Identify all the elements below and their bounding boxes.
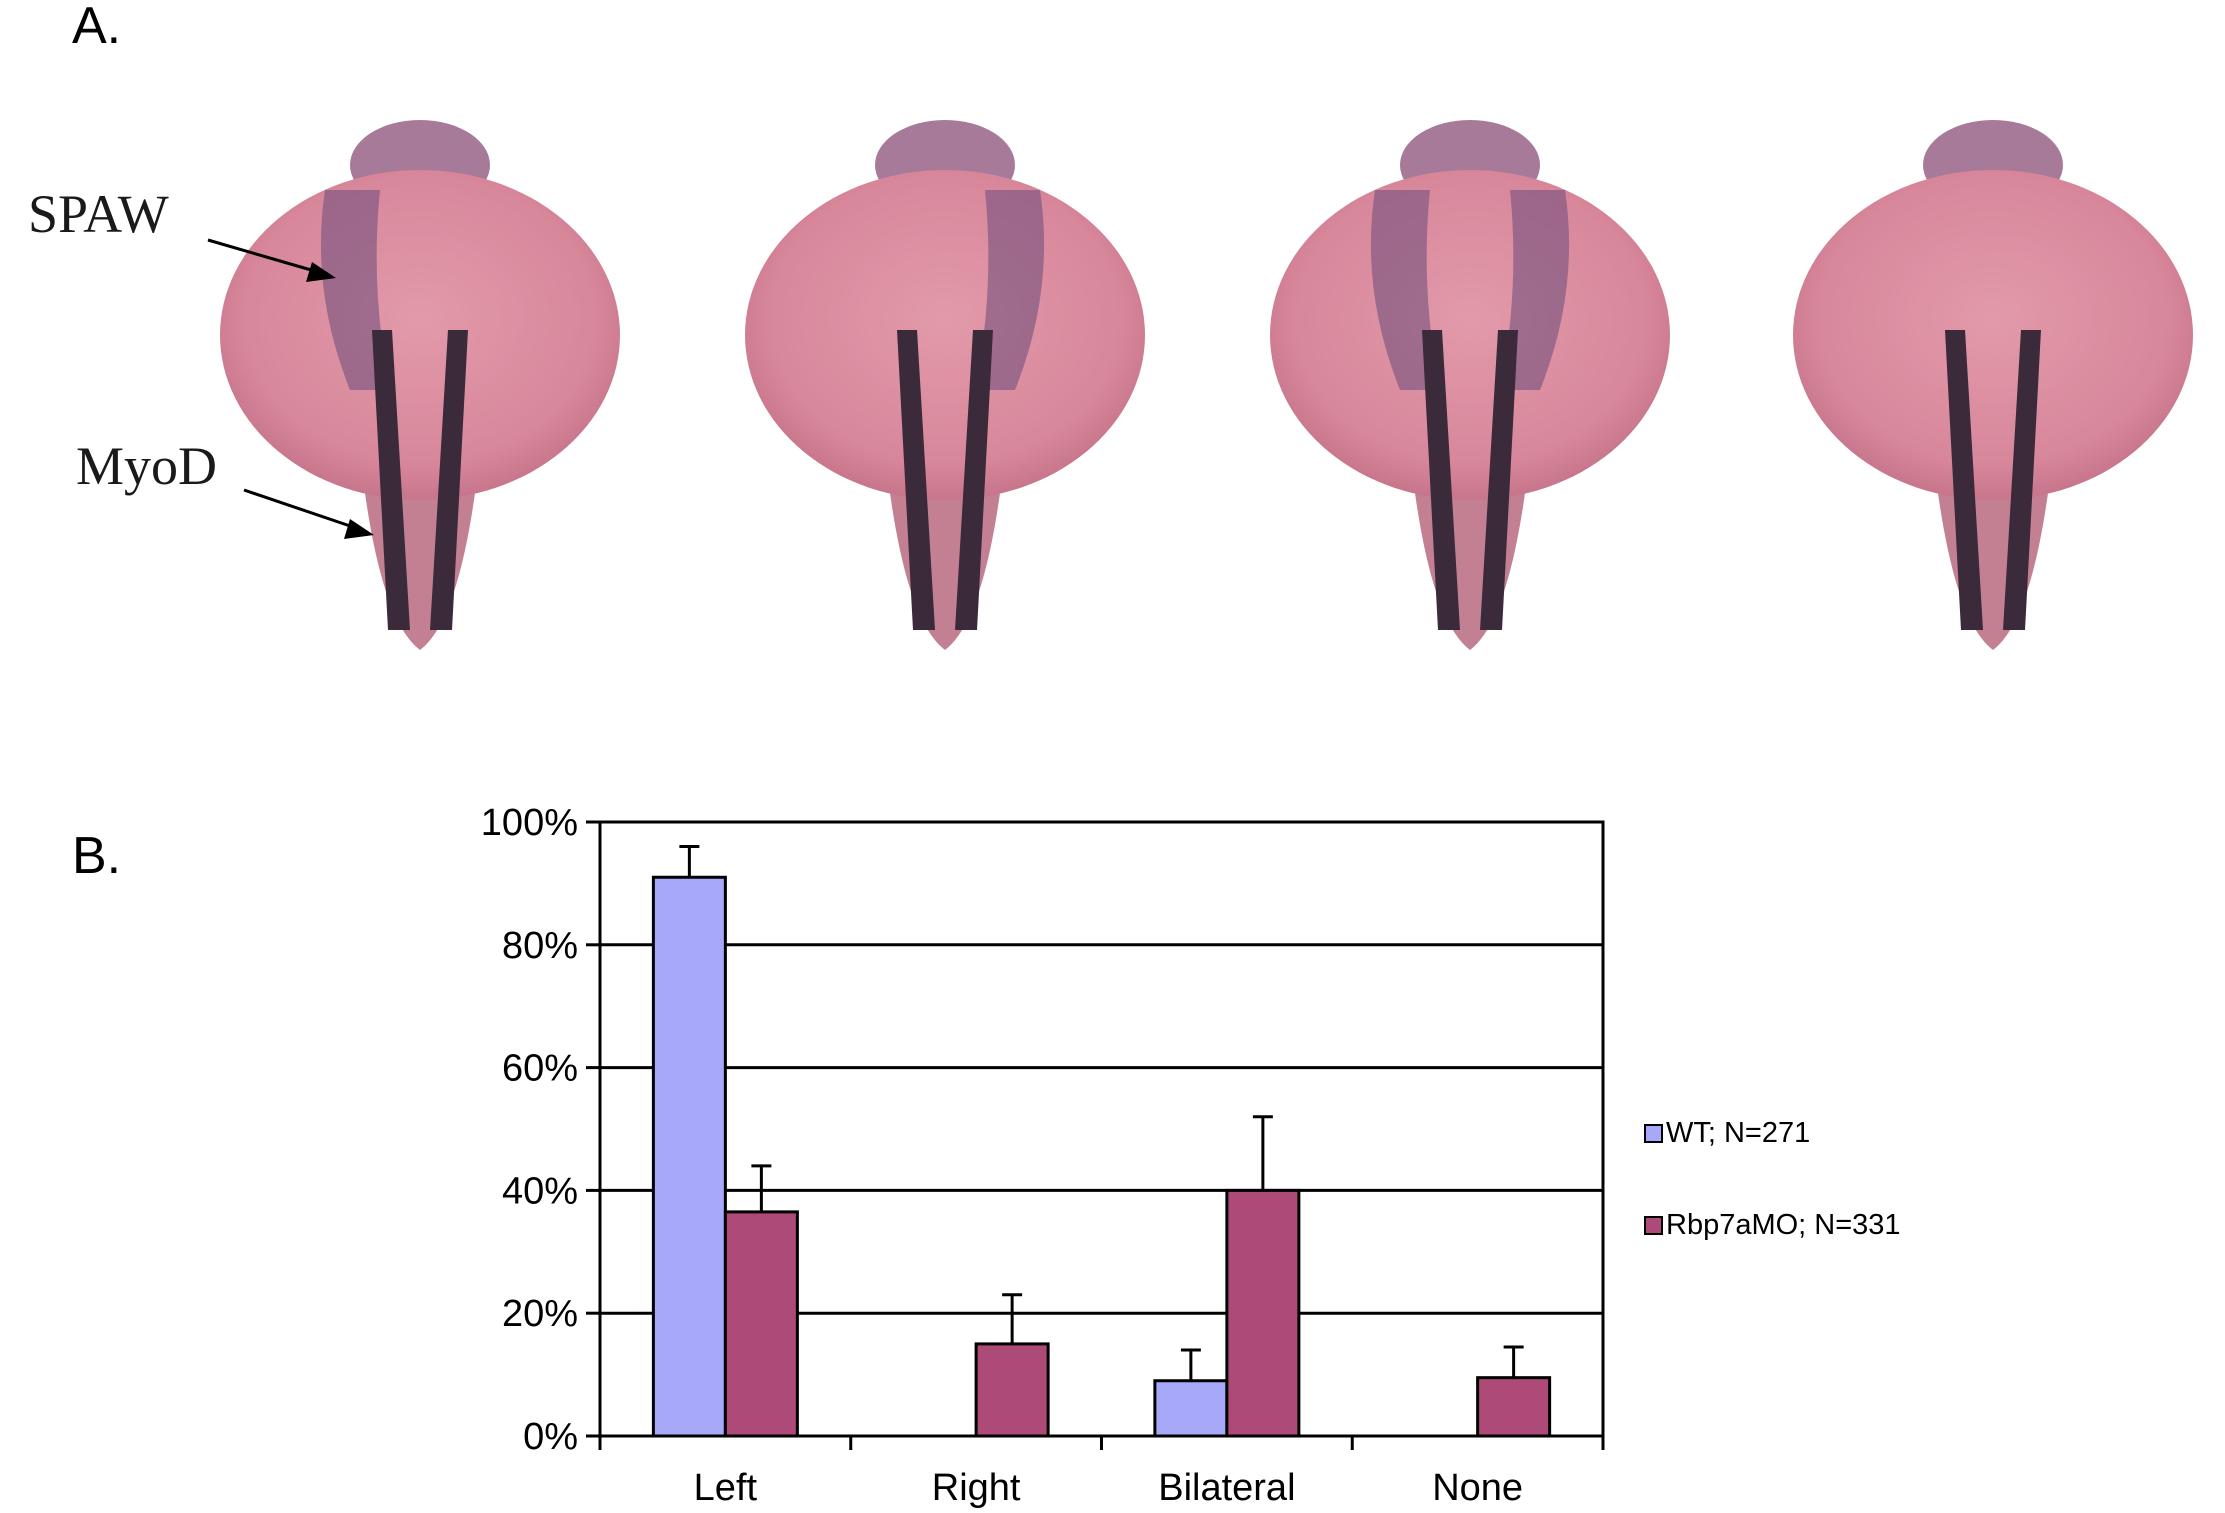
myod-stripe-left [1945,330,1983,630]
bar-left-series-0 [651,875,727,1438]
bar-none-series-1 [1476,1376,1552,1438]
embryo-bilateral [1270,120,1670,650]
legend-swatch [1644,1216,1663,1235]
x-tick-label: None [1432,1467,1523,1509]
myod-stripe-right [430,330,468,630]
y-tick-label: 80% [502,925,578,967]
legend-swatch [1644,1124,1663,1143]
chart-gridlines [598,820,1605,1438]
bar-right-series-1 [974,1342,1050,1438]
embryo-right [745,120,1145,650]
bar-bilateral-series-0 [1153,1379,1229,1438]
legend-label: Rbp7aMO; N=331 [1666,1209,1901,1241]
x-tick-label: Left [694,1467,758,1509]
myod-stripe-left [897,330,935,630]
myod-arrowhead [344,519,374,539]
myod-stripe-right [2003,330,2041,630]
myod-label: MyoD [76,436,217,496]
myod-stripe-right [1480,330,1518,630]
legend-label: WT; N=271 [1666,1117,1810,1149]
embryo-yolk [220,170,620,500]
embryo-left [220,120,620,650]
y-tick-label: 40% [502,1170,578,1212]
myod-stripe-left [372,330,410,630]
spaw-label: SPAW [28,184,169,244]
embryo-yolk [1270,170,1670,500]
panel-a-label: A. [72,0,122,55]
spaw-arrowhead [306,262,336,282]
bar-left-series-1 [723,1210,799,1438]
y-tick-label: 20% [502,1293,578,1335]
embryo-yolk [745,170,1145,500]
chart-legend: WT; N=271 Rbp7aMO; N=331 [1644,1117,1901,1241]
chart-axes: 0% 20% 40% 60% 80% 100% Left Right Bilateral None [481,802,1605,1509]
embryo-images: SPAW MyoD [28,120,2193,650]
myod-arrow [243,488,357,530]
y-tick-label: 60% [502,1048,578,1090]
embryo-yolk [1793,170,2193,500]
panel-b-label: B. [72,827,122,885]
embryo-none [1793,120,2193,650]
x-tick-label: Bilateral [1158,1467,1295,1509]
y-tick-label: 0% [523,1416,578,1458]
x-tick-label: Right [932,1467,1021,1509]
bar-bilateral-series-1 [1225,1188,1301,1438]
spaw-arrow [207,238,319,274]
myod-stripe-left [1422,330,1460,630]
chart-bars [651,845,1552,1438]
myod-stripe-right [955,330,993,630]
y-tick-label: 100% [481,802,578,844]
